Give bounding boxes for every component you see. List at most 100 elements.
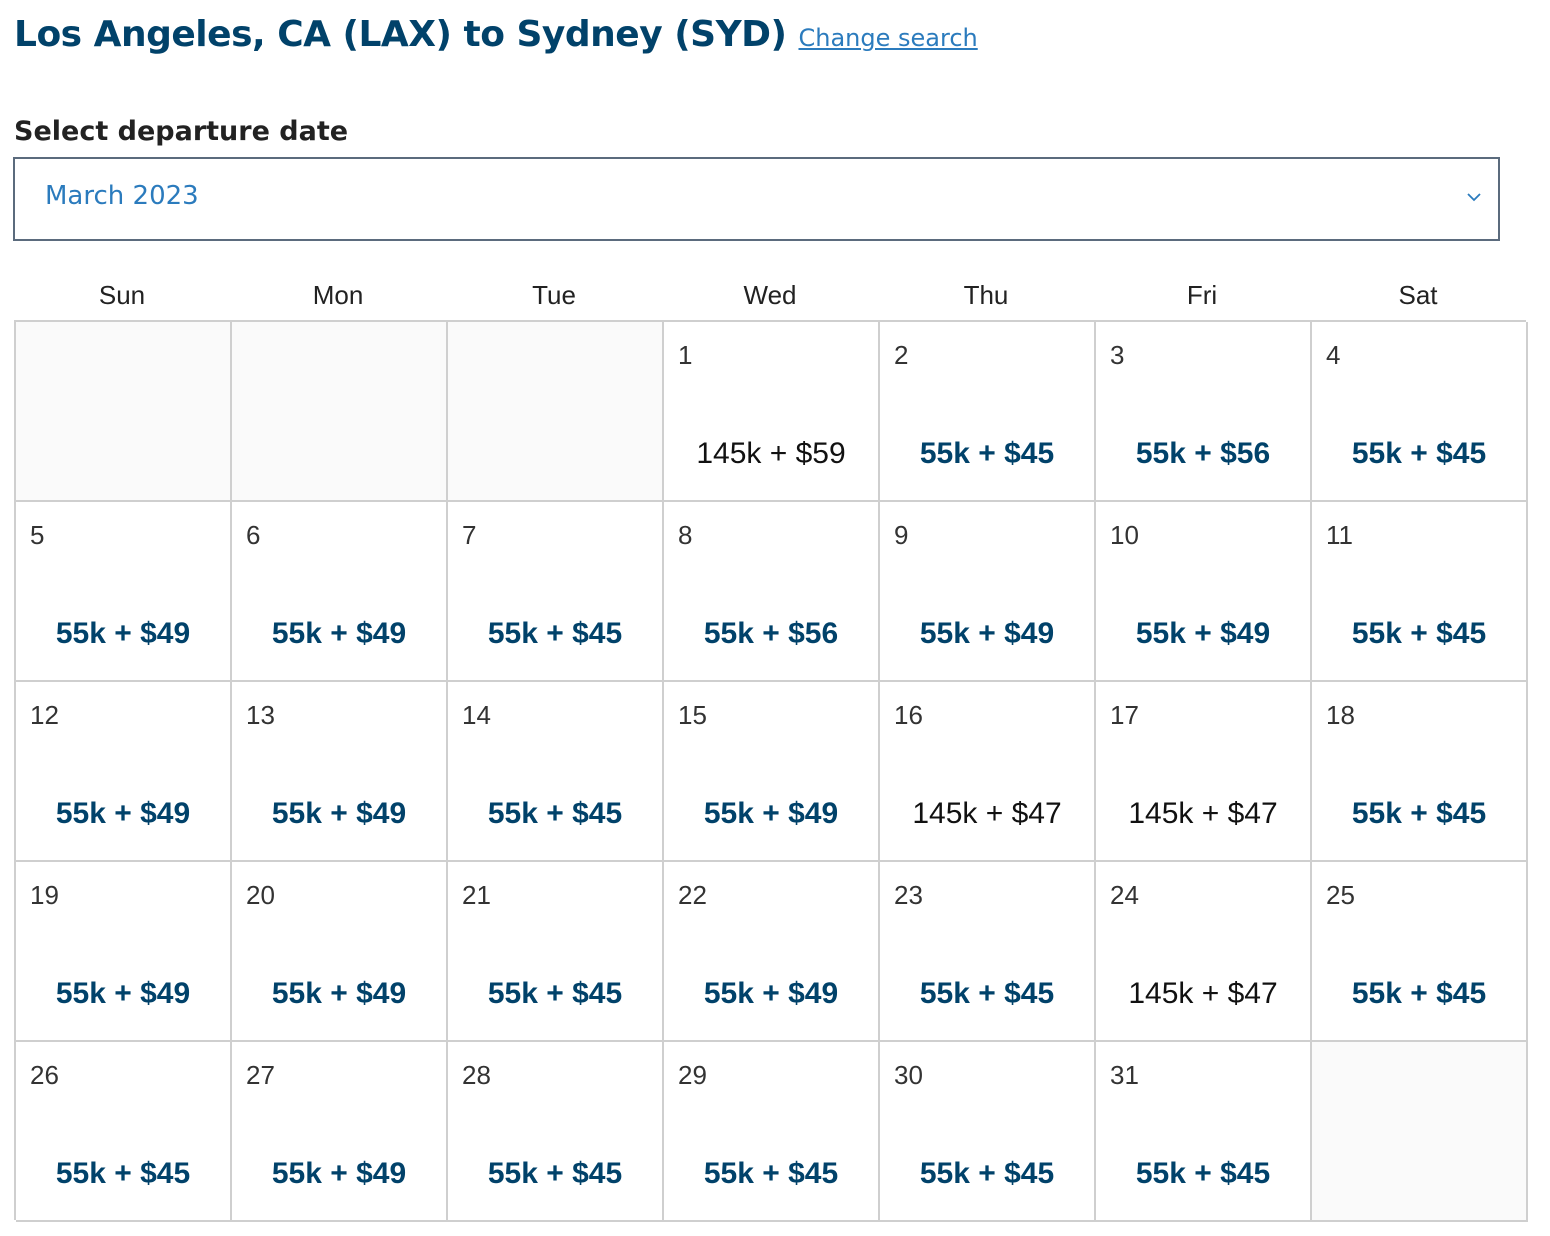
weekday-sun: Sun — [98, 280, 146, 310]
day-number: 30 — [894, 1060, 923, 1090]
day-number: 22 — [678, 880, 707, 910]
day-cell-28[interactable]: 28 55k + $45 — [448, 1042, 664, 1222]
day-cell-7[interactable]: 7 55k + $45 — [448, 502, 664, 682]
day-price: 55k + $49 — [55, 617, 191, 650]
day-price: 55k + $45 — [487, 797, 623, 830]
day-number: 23 — [894, 880, 923, 910]
day-number: 15 — [678, 700, 707, 730]
empty-day-cell — [448, 322, 664, 502]
empty-day-cell — [232, 322, 448, 502]
day-number: 14 — [462, 700, 491, 730]
weekday-header-row: Sun Mon Tue Wed Thu Fri Sat — [14, 280, 1526, 311]
day-number: 31 — [1110, 1060, 1139, 1090]
day-number: 5 — [30, 520, 45, 550]
month-select[interactable]: March 2023 — [13, 157, 1500, 241]
day-cell-25[interactable]: 25 55k + $45 — [1312, 862, 1528, 1042]
day-number: 4 — [1326, 340, 1341, 370]
day-price: 55k + $45 — [1135, 1157, 1271, 1190]
day-number: 10 — [1110, 520, 1139, 550]
day-cell-2[interactable]: 2 55k + $45 — [880, 322, 1096, 502]
day-number: 1 — [678, 340, 693, 370]
day-cell-19[interactable]: 19 55k + $49 — [16, 862, 232, 1042]
day-cell-21[interactable]: 21 55k + $45 — [448, 862, 664, 1042]
day-price: 145k + $47 — [912, 797, 1062, 830]
day-number: 25 — [1326, 880, 1355, 910]
day-cell-31[interactable]: 31 55k + $45 — [1096, 1042, 1312, 1222]
day-number: 27 — [246, 1060, 275, 1090]
weekday-sat: Sat — [1398, 280, 1438, 310]
day-number: 7 — [462, 520, 477, 550]
day-cell-14[interactable]: 14 55k + $45 — [448, 682, 664, 862]
day-price: 55k + $49 — [271, 797, 407, 830]
page-header: Los Angeles, CA (LAX) to Sydney (SYD) Ch… — [14, 14, 978, 55]
day-cell-15[interactable]: 15 55k + $49 — [664, 682, 880, 862]
day-price: 55k + $45 — [919, 437, 1055, 470]
day-cell-26[interactable]: 26 55k + $45 — [16, 1042, 232, 1222]
day-number: 8 — [678, 520, 693, 550]
day-price: 55k + $45 — [487, 1157, 623, 1190]
day-number: 24 — [1110, 880, 1139, 910]
day-number: 28 — [462, 1060, 491, 1090]
day-cell-23[interactable]: 23 55k + $45 — [880, 862, 1096, 1042]
day-number: 9 — [894, 520, 909, 550]
day-cell-24[interactable]: 24 145k + $47 — [1096, 862, 1312, 1042]
day-cell-8[interactable]: 8 55k + $56 — [664, 502, 880, 682]
change-search-link[interactable]: Change search — [798, 24, 978, 52]
day-price: 55k + $56 — [703, 617, 839, 650]
day-cell-10[interactable]: 10 55k + $49 — [1096, 502, 1312, 682]
weekday-fri: Fri — [1186, 280, 1218, 310]
day-cell-6[interactable]: 6 55k + $49 — [232, 502, 448, 682]
day-price: 145k + $59 — [696, 437, 846, 470]
day-cell-29[interactable]: 29 55k + $45 — [664, 1042, 880, 1222]
day-cell-27[interactable]: 27 55k + $49 — [232, 1042, 448, 1222]
day-number: 20 — [246, 880, 275, 910]
day-price: 55k + $49 — [271, 977, 407, 1010]
day-number: 17 — [1110, 700, 1139, 730]
day-price: 55k + $45 — [1351, 437, 1487, 470]
day-price: 55k + $45 — [1351, 617, 1487, 650]
selected-month: March 2023 — [45, 181, 199, 211]
calendar-grid: 1 145k + $59 2 55k + $45 3 55k + $56 4 55k + $4… — [14, 320, 1528, 1222]
day-cell-30[interactable]: 30 55k + $45 — [880, 1042, 1096, 1222]
day-price: 55k + $45 — [487, 617, 623, 650]
day-price: 145k + $47 — [1128, 977, 1278, 1010]
day-cell-12[interactable]: 12 55k + $49 — [16, 682, 232, 862]
day-cell-4[interactable]: 4 55k + $45 — [1312, 322, 1528, 502]
day-cell-1[interactable]: 1 145k + $59 — [664, 322, 880, 502]
day-price: 55k + $45 — [919, 1157, 1055, 1190]
weekday-mon: Mon — [312, 280, 364, 310]
day-price: 55k + $45 — [55, 1157, 191, 1190]
day-cell-13[interactable]: 13 55k + $49 — [232, 682, 448, 862]
day-cell-22[interactable]: 22 55k + $49 — [664, 862, 880, 1042]
day-number: 2 — [894, 340, 909, 370]
day-number: 13 — [246, 700, 275, 730]
day-number: 26 — [30, 1060, 59, 1090]
empty-day-cell — [16, 322, 232, 502]
day-number: 18 — [1326, 700, 1355, 730]
day-cell-16[interactable]: 16 145k + $47 — [880, 682, 1096, 862]
day-price: 55k + $49 — [1135, 617, 1271, 650]
day-price: 55k + $45 — [703, 1157, 839, 1190]
day-cell-11[interactable]: 11 55k + $45 — [1312, 502, 1528, 682]
chevron-down-icon — [1467, 193, 1481, 202]
departure-date-label: Select departure date — [14, 116, 349, 147]
day-price: 55k + $49 — [55, 797, 191, 830]
day-price: 55k + $45 — [487, 977, 623, 1010]
day-number: 12 — [30, 700, 59, 730]
day-number: 11 — [1326, 520, 1353, 550]
day-number: 19 — [30, 880, 59, 910]
day-cell-3[interactable]: 3 55k + $56 — [1096, 322, 1312, 502]
day-number: 3 — [1110, 340, 1125, 370]
day-cell-17[interactable]: 17 145k + $47 — [1096, 682, 1312, 862]
day-price: 55k + $49 — [703, 797, 839, 830]
day-cell-20[interactable]: 20 55k + $49 — [232, 862, 448, 1042]
day-price: 55k + $45 — [919, 977, 1055, 1010]
weekday-tue: Tue — [532, 280, 576, 310]
day-cell-18[interactable]: 18 55k + $45 — [1312, 682, 1528, 862]
weekday-thu: Thu — [963, 280, 1009, 310]
day-number: 6 — [246, 520, 261, 550]
day-price: 55k + $49 — [703, 977, 839, 1010]
day-cell-5[interactable]: 5 55k + $49 — [16, 502, 232, 682]
day-cell-9[interactable]: 9 55k + $49 — [880, 502, 1096, 682]
empty-day-cell — [1312, 1042, 1528, 1222]
